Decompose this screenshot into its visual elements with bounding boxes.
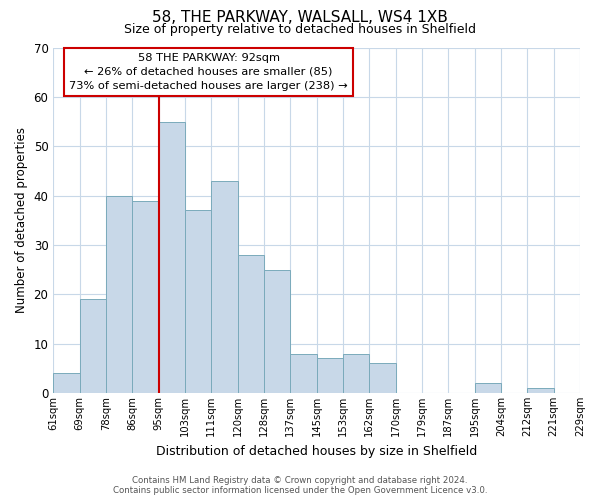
Text: 58 THE PARKWAY: 92sqm
← 26% of detached houses are smaller (85)
73% of semi-deta: 58 THE PARKWAY: 92sqm ← 26% of detached … [70, 52, 348, 90]
Bar [317, 358, 343, 393]
Bar [475, 383, 501, 393]
Bar [80, 299, 106, 393]
Y-axis label: Number of detached properties: Number of detached properties [15, 128, 28, 314]
Text: Contains HM Land Registry data © Crown copyright and database right 2024.
Contai: Contains HM Land Registry data © Crown c… [113, 476, 487, 495]
Bar [290, 354, 317, 393]
Text: 58, THE PARKWAY, WALSALL, WS4 1XB: 58, THE PARKWAY, WALSALL, WS4 1XB [152, 10, 448, 25]
Text: Size of property relative to detached houses in Shelfield: Size of property relative to detached ho… [124, 22, 476, 36]
Bar [53, 374, 80, 393]
Bar [527, 388, 554, 393]
Bar [132, 200, 158, 393]
Bar [343, 354, 370, 393]
X-axis label: Distribution of detached houses by size in Shelfield: Distribution of detached houses by size … [156, 444, 477, 458]
Bar [158, 122, 185, 393]
Bar [185, 210, 211, 393]
Bar [106, 196, 132, 393]
Bar [238, 255, 264, 393]
Bar [211, 181, 238, 393]
Bar [264, 270, 290, 393]
Bar [370, 364, 395, 393]
